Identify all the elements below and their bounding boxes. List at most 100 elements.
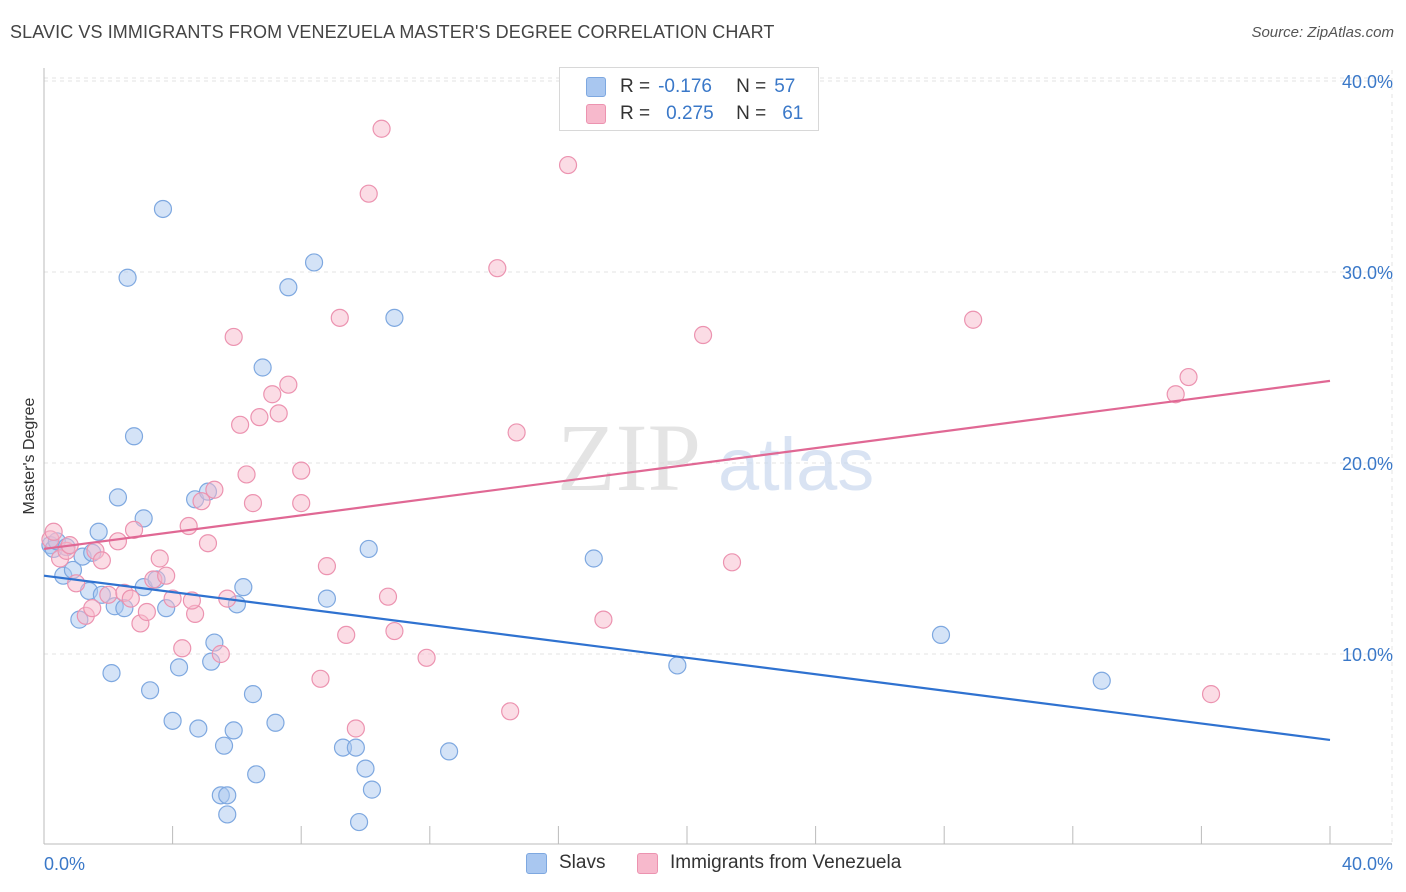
point-venezuela [317,557,337,576]
point-venezuela [224,327,243,347]
point-venezuela [179,516,198,536]
point-venezuela [964,310,983,329]
point-slavs [163,711,182,730]
point-venezuela [150,549,169,568]
point-venezuela [211,644,230,664]
chart-title: SLAVIC VS IMMIGRANTS FROM VENEZUELA MAST… [10,22,775,42]
trend-line-slavs [43,574,1331,742]
point-slavs [218,805,237,824]
point-venezuela [501,702,520,721]
point-venezuela [279,375,298,394]
point-slavs [108,488,128,507]
y-axis-title: Master's Degree [21,397,38,514]
point-venezuela [182,591,201,610]
point-venezuela [558,155,578,175]
point-slavs [189,719,208,738]
x-tick-labels: 0.0% 40.0% [44,854,1393,874]
legend-r-label: R = [620,76,651,97]
point-venezuela [44,522,63,541]
data-points [41,119,1221,832]
point-venezuela [269,404,288,423]
point-slavs [124,427,144,446]
y-tick-label: 20.0% [1342,454,1393,474]
bottom-legend-slavs: Slavs [526,852,605,874]
point-venezuela [292,494,311,513]
legend-row-venezuela: R = 0.275 N = 61 [586,102,803,126]
point-venezuela [346,719,365,738]
legend-row-slavs: R = -0.176 N = 57 [586,75,795,99]
point-slavs [169,658,189,677]
legend-n-label: N = [736,103,767,124]
point-venezuela [507,423,526,442]
point-slavs [439,742,459,761]
grid [44,70,1393,844]
point-slavs [349,812,369,832]
point-slavs [266,713,285,732]
legend-n-value-venezuela: 61 [782,103,804,124]
point-slavs [89,522,108,541]
bottom-legend-venezuela: Immigrants from Venezuela [637,852,901,874]
watermark-zip: ZIP [557,404,701,511]
legend-swatch-slavs [586,77,606,97]
point-venezuela [137,602,156,622]
point-venezuela [292,461,311,480]
point-slavs [584,549,603,568]
legend-swatch-venezuela [586,104,606,124]
point-slavs [214,736,234,755]
point-slavs [668,656,687,675]
point-venezuela [83,599,102,618]
y-tick-label: 10.0% [1342,645,1393,665]
legend-r-value-slavs: -0.176 [658,76,712,97]
point-slavs [234,578,253,597]
watermark-atlas: atlas [718,423,874,506]
point-venezuela [108,532,128,551]
point-venezuela [311,669,330,688]
point-venezuela [99,585,118,604]
point-slavs [356,759,375,778]
point-venezuela [237,465,256,484]
point-venezuela [231,415,250,434]
point-venezuela [1166,385,1185,404]
legend-n-value-slavs: 57 [774,76,796,97]
point-slavs [253,358,272,377]
point-slavs [931,625,951,645]
point-venezuela [157,566,176,585]
point-slavs [1092,671,1111,690]
point-slavs [218,786,237,805]
point-slavs [279,278,298,297]
point-slavs [346,738,365,757]
point-venezuela [594,610,613,629]
point-venezuela [263,385,282,404]
point-venezuela [243,494,263,513]
point-venezuela [693,325,713,345]
point-venezuela [372,119,391,138]
bottom-legend-swatch-slavs [526,852,547,874]
point-venezuela [359,184,378,203]
legend: R = -0.176 N = 57 R = 0.275 N = 61 [559,67,819,131]
bottom-legend-label-slavs: Slavs [559,852,606,873]
point-slavs [359,539,378,559]
point-slavs [243,685,263,704]
point-slavs [385,308,404,327]
trend-line-venezuela [43,379,1331,551]
bottom-legend-label-venezuela: Immigrants from Venezuela [670,852,902,873]
legend-r-label: R = [620,103,651,124]
point-slavs [317,589,337,608]
point-venezuela [1201,685,1221,704]
y-tick-label: 40.0% [1342,72,1393,92]
point-venezuela [192,492,211,511]
point-slavs [140,681,160,700]
point-slavs [304,253,324,272]
point-slavs [247,765,266,784]
y-tick-label: 30.0% [1342,263,1393,283]
bottom-legend-swatch-venezuela [637,852,658,874]
point-slavs [362,780,382,799]
source-credit: Source: ZipAtlas.com [1251,24,1394,41]
point-venezuela [92,551,111,570]
point-venezuela [385,621,404,641]
point-venezuela [378,587,398,606]
x-tick-label-min: 0.0% [44,854,85,874]
axes [43,68,1392,845]
legend-n-label: N = [736,76,767,97]
